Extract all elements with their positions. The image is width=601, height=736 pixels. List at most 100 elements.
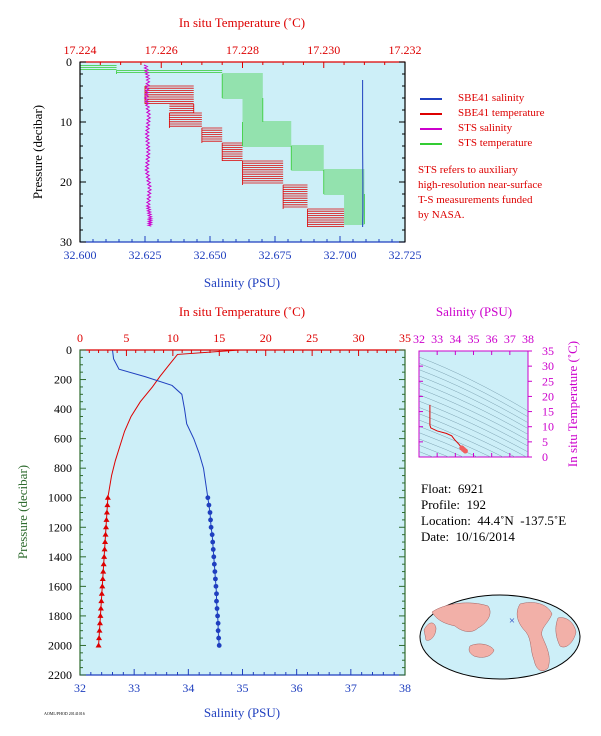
top-tick-label: 17.224 [64,43,97,57]
ts-diagram-plot-area [418,350,529,458]
left-tick-label: 1400 [48,550,72,564]
temperature-point [103,524,109,530]
left-tick-label: 20 [60,175,72,189]
float-profile: Profile: 192 [421,497,486,512]
left-tick-label: 0 [66,55,72,69]
full-profile-chart: 32 33 34 35 36 37 38 0 5 10 15 20 25 30 35 0 200 400 600 80… [15,304,411,720]
full-profile-top-axis-title: In situ Temperature (˚C) [179,304,305,319]
left-tick-label: 0 [66,343,72,357]
salinity-point [208,524,214,530]
density-contour [419,388,528,441]
map-land-australia [468,643,495,658]
footer-credit: AOML/PHOD 20141016 [44,711,85,716]
legend-label-sts-temperature: STS temperature [458,137,533,149]
temperature-point [104,494,111,500]
map-land-americas [516,602,553,671]
salinity-point [215,628,221,634]
density-contour [419,369,528,423]
left-tick-label: 800 [54,461,72,475]
temperature-point [96,635,103,641]
ts-right-tick-label: 25 [542,374,554,388]
bottom-tick-label: 32 [74,681,86,695]
near-surface-top-axis-title: In situ Temperature (˚C) [179,15,305,30]
sts-note-line: STS refers to auxiliary [418,164,518,176]
salinity-point [214,591,219,597]
temperature-point [98,598,105,604]
temperature-point [100,568,107,574]
top-tick-label: 17.228 [226,43,259,57]
ts-diagram-series [429,404,468,454]
left-tick-label: 400 [54,402,72,416]
temperature-point [96,627,103,633]
near-surface-bottom-axis-title: Salinity (PSU) [204,275,280,290]
legend-swatch-sbe41-temperature [420,113,442,115]
temperature-profile-line [107,349,240,498]
temperature-point [99,575,106,581]
map-land-africa [555,617,577,648]
float-location: Location: 44.4˚N -137.5˚E [421,513,567,528]
salinity-point [210,547,216,552]
ts-right-tick-label: 20 [542,389,554,403]
ts-diagram-top-axis-title: Salinity (PSU) [436,304,512,319]
full-profile-axes: 32 33 34 35 36 37 38 0 5 10 15 20 25 30 35 0 200 400 600 80… [48,331,411,695]
bottom-tick-label: 35 [237,681,249,695]
ts-right-tick-label: 15 [542,405,554,419]
bottom-tick-label: 32.700 [324,248,357,262]
left-tick-label: 1800 [48,609,72,623]
salinity-profile-line [112,349,209,498]
left-tick-label: 30 [60,235,72,249]
salinity-point [211,561,217,567]
top-tick-label: 25 [306,331,318,345]
legend-label-sbe41-temperature: SBE41 temperature [458,107,545,119]
bottom-tick-label: 32.625 [129,248,162,262]
full-profile-left-axis-title: Pressure (decibar) [15,465,30,559]
sts-salinity-line [143,64,154,227]
temperature-point [95,642,102,648]
salinity-point [214,598,219,604]
float-id: Float: 6921 [421,481,484,496]
density-contour [419,444,450,457]
map-land-europe-asia-west [423,622,437,641]
temperature-point [104,502,111,508]
salinity-point [212,569,218,574]
ts-right-tick-label: 35 [542,344,554,358]
legend-swatch-sts-temperature [420,143,442,145]
salinity-point [210,539,216,545]
density-contour [419,356,528,412]
density-contour [419,426,492,457]
ts-right-tick-label: 5 [542,435,548,449]
bottom-tick-label: 32.600 [64,248,97,262]
near-surface-chart: 32.600 32.625 32.650 32.675 32.700 32.725 17.2… [30,15,422,290]
density-contour [419,394,528,447]
legend-swatch-sts-salinity [420,128,442,130]
top-tick-label: 20 [260,331,272,345]
temperature-point [97,612,104,618]
top-tick-label: 30 [353,331,365,345]
map-land-asia [431,602,491,632]
ts-diagram-right-axis-title: In situ Temperature (˚C) [565,341,580,467]
salinity-point [216,635,222,641]
density-contour [419,438,465,457]
legend-swatch-sbe41-salinity [420,98,442,100]
bottom-tick-label: 37 [345,681,357,695]
salinity-point [213,576,218,582]
left-tick-label: 1200 [48,520,72,534]
density-contour [419,432,478,457]
ts-right-tick-label: 10 [542,420,554,434]
salinity-point [211,554,217,560]
bottom-tick-label: 36 [291,681,303,695]
near-surface-series [79,64,365,228]
temperature-point [101,546,108,552]
salinity-point [206,502,212,508]
sts-note-line: by NASA. [418,209,465,221]
ts-top-tick-label: 35 [468,332,480,346]
ts-point [462,448,468,454]
ts-top-tick-label: 38 [522,332,534,346]
ts-right-tick-label: 0 [542,450,548,464]
temperature-point [99,583,106,589]
top-tick-label: 0 [77,331,83,345]
left-tick-label: 2200 [48,668,72,682]
